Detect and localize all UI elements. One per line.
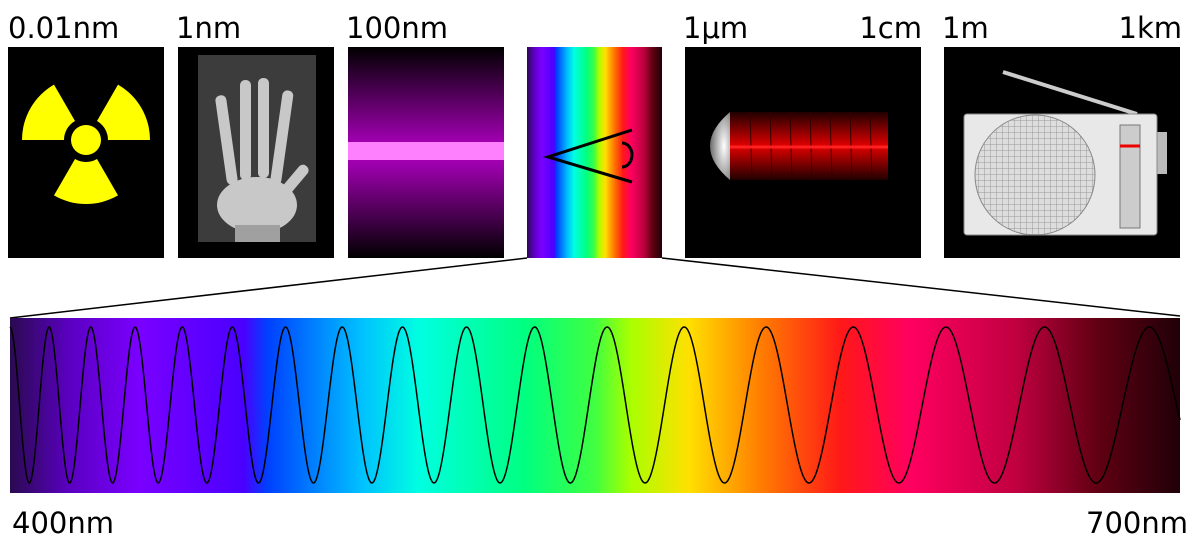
tuner [1119, 124, 1141, 229]
finger [240, 80, 251, 180]
wavelength-label: 1cm [859, 11, 922, 45]
wavelength-label: 0.01nm [8, 11, 119, 45]
eye-pupil [621, 141, 634, 169]
wavelength-label: 1m [942, 11, 989, 45]
finger [258, 78, 269, 178]
zoom-line [661, 257, 1181, 317]
thumb [268, 164, 309, 210]
zoom-line [9, 257, 528, 319]
trefoil-blade [97, 84, 150, 140]
antenna [1002, 70, 1138, 116]
finger [270, 90, 294, 185]
wavelength-label: 1km [1119, 11, 1183, 45]
wavelength-label: 100nm [346, 11, 448, 45]
visible-spectrum [10, 318, 1180, 493]
eye-outline [542, 128, 633, 184]
uv-band [348, 142, 504, 160]
visible-panel [527, 47, 662, 258]
capsule-end [710, 112, 730, 180]
wavelength-label: 1nm [176, 11, 241, 45]
radio-knob [1157, 132, 1167, 174]
wavelength-label: 1μm [683, 11, 748, 45]
finger [215, 95, 238, 185]
trefoil-blade [22, 84, 75, 140]
speaker [974, 114, 1096, 236]
palm [217, 177, 297, 233]
wrist [235, 225, 280, 242]
range-start-label: 400nm [12, 506, 114, 540]
radiation-symbol [22, 84, 150, 204]
trefoil-blade [54, 159, 118, 204]
wave [9, 326, 1181, 484]
trefoil-center [71, 125, 101, 155]
hand-bones [215, 78, 309, 242]
range-end-label: 700nm [1086, 506, 1188, 540]
